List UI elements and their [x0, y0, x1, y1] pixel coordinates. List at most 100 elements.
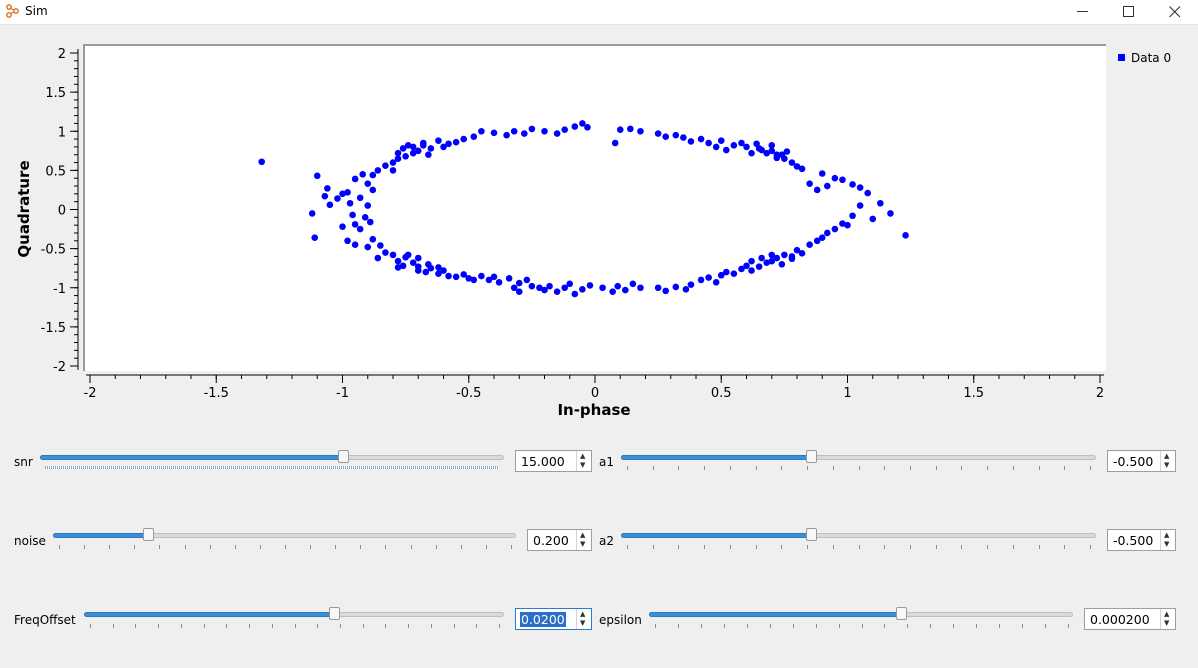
data-point	[394, 257, 402, 265]
slider-tick	[936, 545, 937, 549]
close-button[interactable]	[1152, 0, 1198, 24]
noise-value[interactable]: 0.200	[533, 533, 569, 548]
snr-spin-arrows[interactable]: ▲ ▼	[576, 451, 591, 471]
data-point	[452, 273, 460, 281]
data-point	[902, 232, 909, 239]
data-point	[763, 259, 770, 267]
slider-tick	[653, 466, 654, 470]
data-point	[356, 194, 364, 202]
slider-tick	[335, 545, 336, 549]
x-tick-label: -1	[336, 386, 349, 401]
slider-tick	[833, 545, 834, 549]
data-point	[382, 162, 389, 169]
a2-value[interactable]: -0.500	[1113, 533, 1154, 548]
x-tick-label: 0	[591, 386, 599, 401]
data-point	[849, 181, 856, 188]
data-point	[561, 126, 568, 133]
epsilon-slider-handle[interactable]	[896, 607, 907, 620]
slider-tick	[360, 545, 361, 549]
slider-tick	[1090, 466, 1091, 470]
freqoffset-slider[interactable]	[84, 607, 504, 623]
data-point	[748, 257, 755, 265]
noise-slider-handle[interactable]	[143, 528, 154, 541]
slider-tick	[411, 545, 412, 549]
slider-tick	[285, 545, 286, 549]
app-icon	[6, 4, 19, 18]
data-point	[364, 202, 372, 209]
epsilon-slider[interactable]	[649, 607, 1073, 623]
data-point	[478, 127, 485, 135]
slider-tick	[486, 545, 487, 549]
data-point	[793, 246, 801, 254]
snr-slider-handle[interactable]	[338, 450, 349, 463]
data-point	[818, 234, 826, 241]
a2-slider[interactable]	[621, 528, 1096, 544]
slider-tick	[181, 624, 182, 628]
slider-tick	[363, 624, 364, 628]
epsilon-spin-arrows[interactable]: ▲ ▼	[1160, 609, 1175, 629]
freqoffset-spinbox[interactable]: 0.0200 ▲ ▼	[515, 608, 592, 630]
slider-tick	[953, 624, 954, 628]
data-point	[798, 165, 806, 173]
minimize-button[interactable]	[1060, 0, 1106, 24]
constellation-plot[interactable]: 2 1.5 1 0.5 0 -0.5 -1 -1.5 -2 -2 -1.5 -1 -0.5 0 0.5 1 1…	[0, 26, 1198, 426]
y-tick-label: -0.5	[41, 243, 66, 258]
freqoffset-value[interactable]: 0.0200	[520, 612, 566, 627]
data-point	[351, 241, 359, 249]
data-point	[839, 220, 846, 227]
slider-tick	[987, 466, 988, 470]
a1-spinbox[interactable]: -0.500 ▲ ▼	[1107, 450, 1176, 472]
snr-slider[interactable]	[40, 450, 504, 466]
data-point	[541, 286, 548, 294]
a1-value[interactable]: -0.500	[1113, 454, 1154, 469]
a2-slider-handle[interactable]	[806, 528, 817, 541]
data-point	[864, 189, 871, 197]
noise-slider[interactable]	[53, 528, 516, 544]
noise-spin-arrows[interactable]: ▲ ▼	[576, 530, 591, 550]
data-point	[680, 134, 687, 141]
data-point	[546, 282, 553, 290]
a1-slider[interactable]	[621, 450, 1096, 466]
data-point	[523, 276, 531, 284]
snr-spinbox[interactable]: 15.000 ▲ ▼	[515, 450, 592, 472]
data-point	[705, 139, 712, 147]
data-point	[616, 126, 624, 133]
maximize-button[interactable]	[1106, 0, 1152, 24]
slider-tick	[704, 545, 705, 549]
a2-spin-arrows[interactable]: ▲ ▼	[1160, 530, 1175, 550]
y-tick-label: 1.5	[45, 86, 66, 101]
data-point	[344, 188, 351, 196]
data-point	[738, 139, 745, 147]
data-point	[818, 170, 826, 177]
plot-canvas[interactable]	[84, 45, 1106, 371]
data-point	[339, 223, 346, 231]
minimize-icon	[1077, 11, 1088, 12]
data-point	[778, 151, 786, 159]
legend[interactable]: Data 0	[1118, 51, 1171, 65]
data-point	[389, 159, 397, 166]
data-point	[611, 139, 619, 147]
title-bar: Sim	[0, 0, 1198, 25]
data-point	[311, 234, 319, 241]
a1-spin-arrows[interactable]: ▲ ▼	[1160, 451, 1175, 471]
a1-slider-handle[interactable]	[806, 450, 817, 463]
y-axis: 2 1.5 1 0.5 0 -0.5 -1 -1.5 -2	[41, 47, 79, 375]
noise-label: noise	[14, 534, 46, 548]
slider-tick	[159, 545, 160, 549]
data-point	[839, 176, 846, 184]
noise-spinbox[interactable]: 0.200 ▲ ▼	[527, 529, 592, 551]
a2-spinbox[interactable]: -0.500 ▲ ▼	[1107, 529, 1176, 551]
epsilon-spinbox[interactable]: 0.000200 ▲ ▼	[1084, 608, 1176, 630]
x-tick-label: 2	[1096, 386, 1104, 401]
snr-value[interactable]: 15.000	[521, 454, 565, 469]
slider-tick	[295, 624, 296, 628]
data-point	[536, 284, 543, 292]
data-point	[409, 149, 417, 157]
data-point	[485, 276, 493, 284]
freqoffset-slider-handle[interactable]	[329, 607, 340, 620]
slider-tick	[1068, 624, 1069, 628]
legend-label: Data 0	[1131, 51, 1172, 65]
freqoffset-spin-arrows[interactable]: ▲ ▼	[576, 609, 591, 629]
epsilon-label: epsilon	[599, 613, 642, 627]
epsilon-value[interactable]: 0.000200	[1090, 612, 1150, 627]
